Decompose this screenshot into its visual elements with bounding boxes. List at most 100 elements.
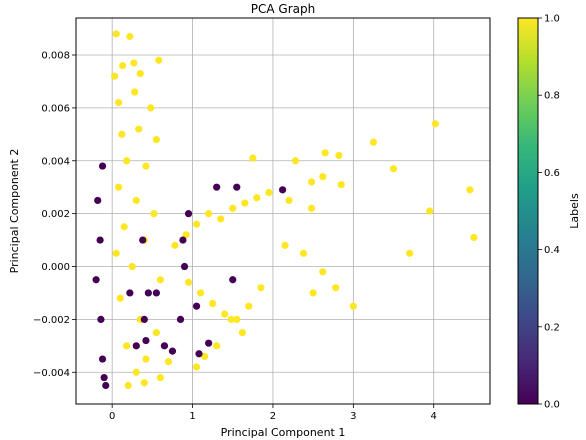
x-axis-label: Principal Component 1 xyxy=(221,426,346,439)
point-label-1 xyxy=(319,268,327,276)
y-tick-label: 0.004 xyxy=(41,156,70,167)
point-label-0 xyxy=(94,196,102,205)
point-label-1 xyxy=(126,32,134,41)
point-label-0 xyxy=(179,236,187,244)
point-label-1 xyxy=(155,56,163,64)
point-label-0 xyxy=(180,262,189,271)
point-label-1 xyxy=(335,151,343,160)
point-label-1 xyxy=(332,284,340,292)
chart-title: PCA Graph xyxy=(251,2,315,16)
point-label-1 xyxy=(470,233,478,242)
point-label-1 xyxy=(249,154,257,162)
point-label-1 xyxy=(150,210,158,218)
point-label-1 xyxy=(142,355,150,363)
point-label-0 xyxy=(278,186,287,194)
data-points xyxy=(92,30,478,390)
point-label-1 xyxy=(147,104,155,112)
x-tick-label: 3 xyxy=(350,411,356,422)
point-label-0 xyxy=(229,276,237,284)
point-label-0 xyxy=(233,183,241,191)
point-label-1 xyxy=(426,207,434,215)
point-label-1 xyxy=(299,249,308,257)
colorbar-tick-label: 0.8 xyxy=(544,91,560,102)
point-label-1 xyxy=(142,162,150,170)
point-label-1 xyxy=(233,315,241,323)
point-label-1 xyxy=(201,352,209,361)
colorbar xyxy=(517,17,539,405)
plot-frame xyxy=(75,17,491,405)
point-label-1 xyxy=(431,120,439,128)
y-axis-label: Principal Component 2 xyxy=(8,149,21,274)
point-label-1 xyxy=(197,289,205,297)
point-label-1 xyxy=(241,199,249,207)
point-label-0 xyxy=(98,162,107,170)
y-tick-label: 0.006 xyxy=(41,103,70,114)
grid-lines xyxy=(76,18,490,404)
y-tick-label: 0.002 xyxy=(41,209,70,220)
point-label-0 xyxy=(152,289,160,297)
colorbar-tick-label: 1.0 xyxy=(544,14,560,25)
point-label-0 xyxy=(176,315,185,323)
point-label-1 xyxy=(171,241,179,249)
point-label-0 xyxy=(92,276,100,284)
colorbar-tick-label: 0.6 xyxy=(544,168,560,179)
point-label-1 xyxy=(140,379,148,387)
point-label-0 xyxy=(195,350,203,358)
x-tick-label: 0 xyxy=(109,411,115,422)
point-label-1 xyxy=(184,278,193,286)
point-label-1 xyxy=(213,342,221,350)
colorbar-tick-label: 0.4 xyxy=(544,245,560,256)
point-label-1 xyxy=(337,180,345,189)
point-label-0 xyxy=(139,236,147,244)
colorbar-tick-label: 0.0 xyxy=(544,400,560,411)
point-label-1 xyxy=(123,342,131,350)
point-label-1 xyxy=(291,157,300,165)
colorbar-tick-label: 0.2 xyxy=(544,322,560,333)
point-label-1 xyxy=(389,165,398,173)
point-label-1 xyxy=(115,183,123,191)
y-tick-label: 0.008 xyxy=(41,51,70,62)
y-tick-label: −0.002 xyxy=(33,315,70,326)
colorbar-label: Labels xyxy=(568,193,581,229)
point-label-1 xyxy=(112,249,120,257)
y-tick-label: 0.000 xyxy=(41,262,70,273)
point-label-0 xyxy=(213,183,221,191)
point-label-0 xyxy=(142,336,150,345)
point-label-0 xyxy=(140,315,148,323)
point-label-1 xyxy=(131,88,139,96)
point-label-0 xyxy=(184,210,193,218)
point-label-1 xyxy=(156,373,165,382)
point-label-1 xyxy=(116,294,124,302)
point-label-1 xyxy=(136,69,144,78)
point-label-1 xyxy=(192,220,201,228)
point-label-1 xyxy=(135,125,143,133)
point-label-1 xyxy=(309,289,317,297)
x-tick-label: 2 xyxy=(270,411,276,422)
point-label-1 xyxy=(209,299,217,308)
point-label-1 xyxy=(321,149,329,157)
x-axis-ticks: 0 1 2 3 4 xyxy=(109,404,437,422)
point-label-1 xyxy=(130,59,138,67)
point-label-1 xyxy=(227,315,235,323)
point-label-1 xyxy=(132,196,140,205)
point-label-1 xyxy=(253,194,261,202)
point-label-1 xyxy=(217,215,225,223)
point-label-1 xyxy=(152,329,160,337)
x-tick-label: 1 xyxy=(189,411,195,422)
point-label-1 xyxy=(118,130,126,138)
point-label-0 xyxy=(205,339,213,347)
point-label-1 xyxy=(281,241,289,249)
point-label-0 xyxy=(96,236,104,244)
point-label-1 xyxy=(406,249,414,257)
point-label-1 xyxy=(110,72,119,80)
point-label-1 xyxy=(245,302,253,310)
point-label-1 xyxy=(229,204,237,212)
point-label-1 xyxy=(307,204,316,212)
point-label-1 xyxy=(182,231,190,239)
point-label-1 xyxy=(285,196,293,205)
point-label-0 xyxy=(144,289,152,297)
point-label-1 xyxy=(132,368,140,376)
point-label-1 xyxy=(128,262,136,271)
point-label-1 xyxy=(238,329,247,337)
